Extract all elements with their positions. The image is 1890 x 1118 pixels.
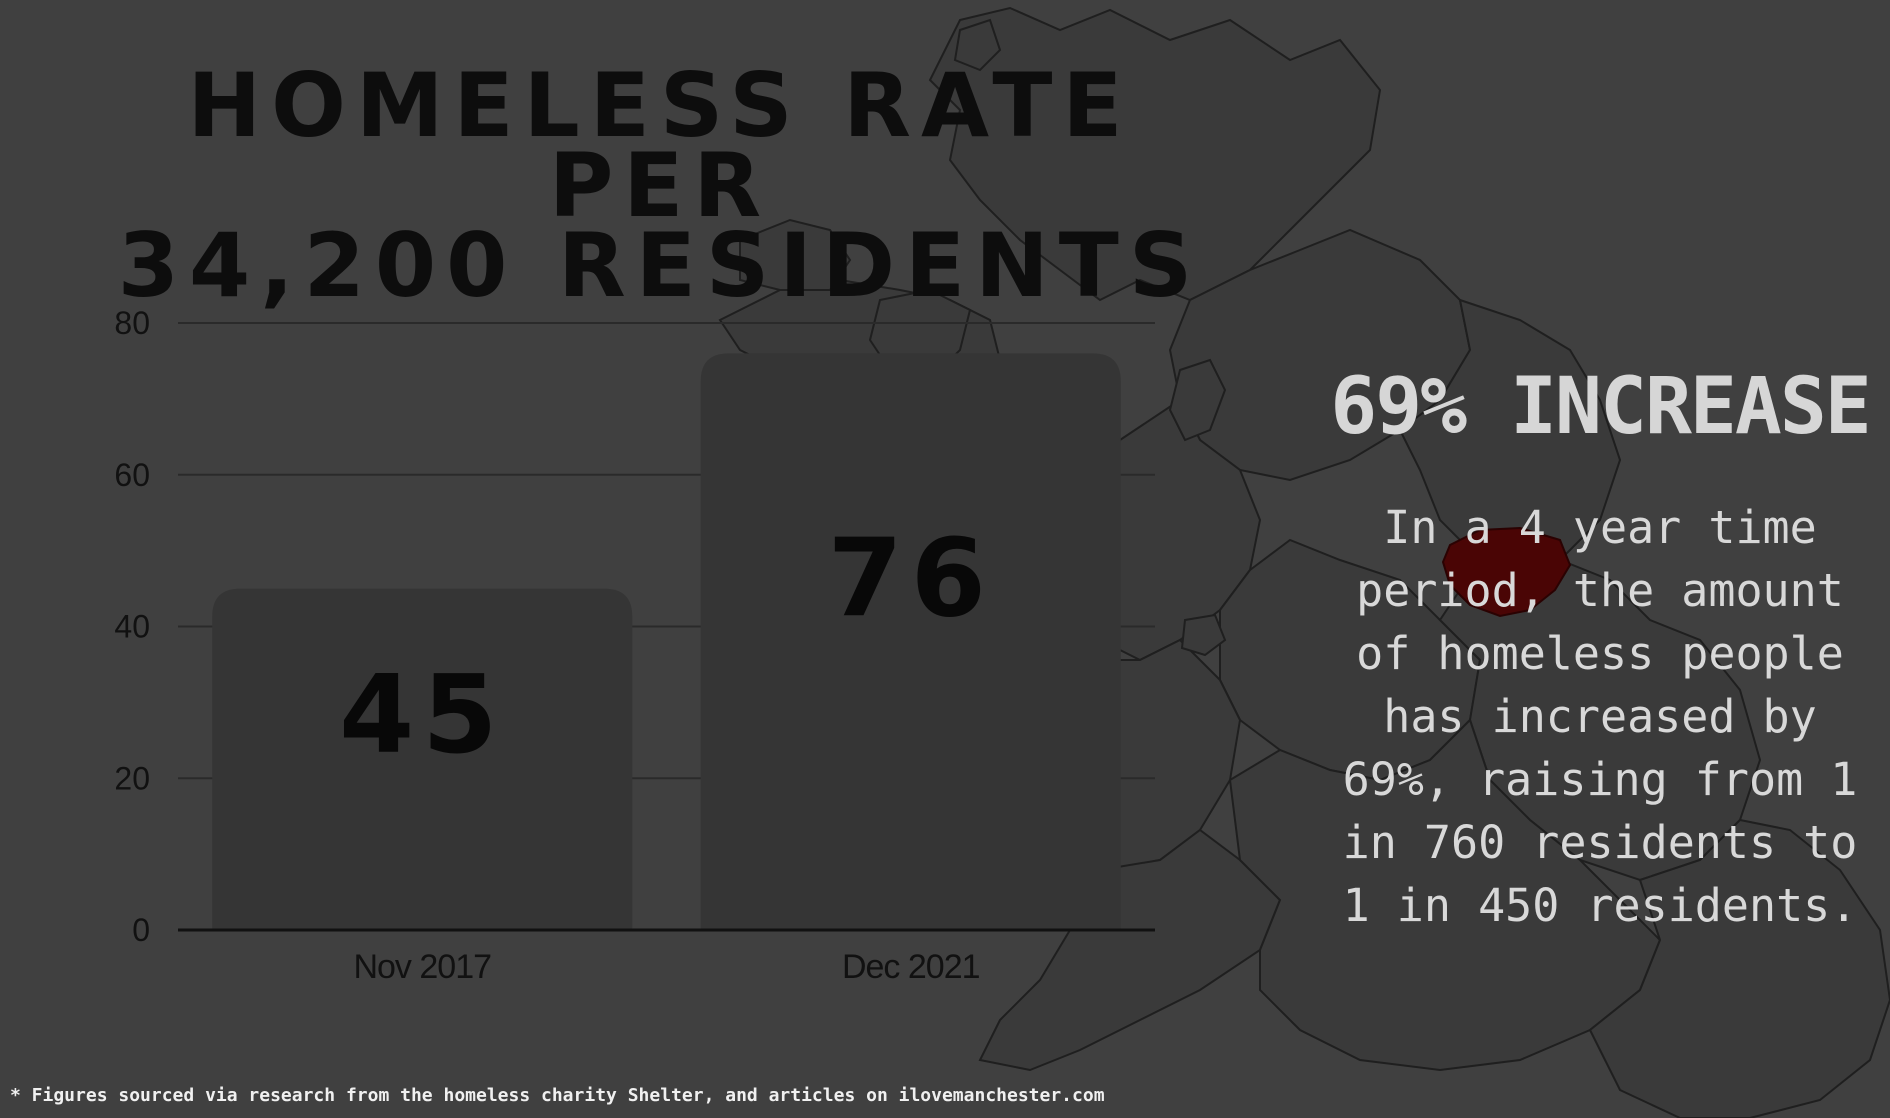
y-tick-label: 60: [114, 457, 150, 493]
axes: 0 20 40 60 80 Nov 2017 Dec 2021: [114, 305, 1155, 986]
bar-data-label: 45: [339, 653, 505, 778]
source-footnote: * Figures sourced via research from the …: [10, 1085, 1105, 1106]
map-region-anglesey: [1180, 613, 1227, 657]
chart-title: HOMELESS RATE PER 34,200 RESIDENTS: [110, 54, 1210, 317]
callout-body: In a 4 year time period, the amount of h…: [1342, 501, 1858, 932]
chart-title-line-1: HOMELESS RATE PER: [187, 54, 1133, 237]
map-region-isle: [1168, 358, 1227, 442]
map-region-ireland-west: [739, 218, 852, 291]
bar-dec-2021: [700, 353, 1121, 931]
x-tick-label: Nov 2017: [353, 948, 491, 986]
y-tick-label: 40: [114, 609, 150, 645]
map-region-island-north: [953, 18, 1002, 72]
callout-headline: 69% INCREASE: [1330, 362, 1872, 452]
y-tick-label: 0: [132, 912, 150, 948]
chart-title-line-2: 34,200 RESIDENTS: [117, 214, 1203, 317]
map-region-southeast: [1588, 818, 1890, 1118]
bar-nov-2017: [212, 588, 633, 930]
map-region-southwest: [978, 828, 1282, 1072]
bars: 45 76: [212, 353, 1121, 931]
x-tick-label: Dec 2021: [842, 948, 980, 986]
y-tick-label: 80: [114, 305, 150, 341]
map-region-scotland: [928, 6, 1382, 302]
y-tick-label: 20: [114, 760, 150, 796]
bar-data-label: 76: [828, 517, 994, 642]
map-highlight-manchester: [1441, 526, 1572, 618]
